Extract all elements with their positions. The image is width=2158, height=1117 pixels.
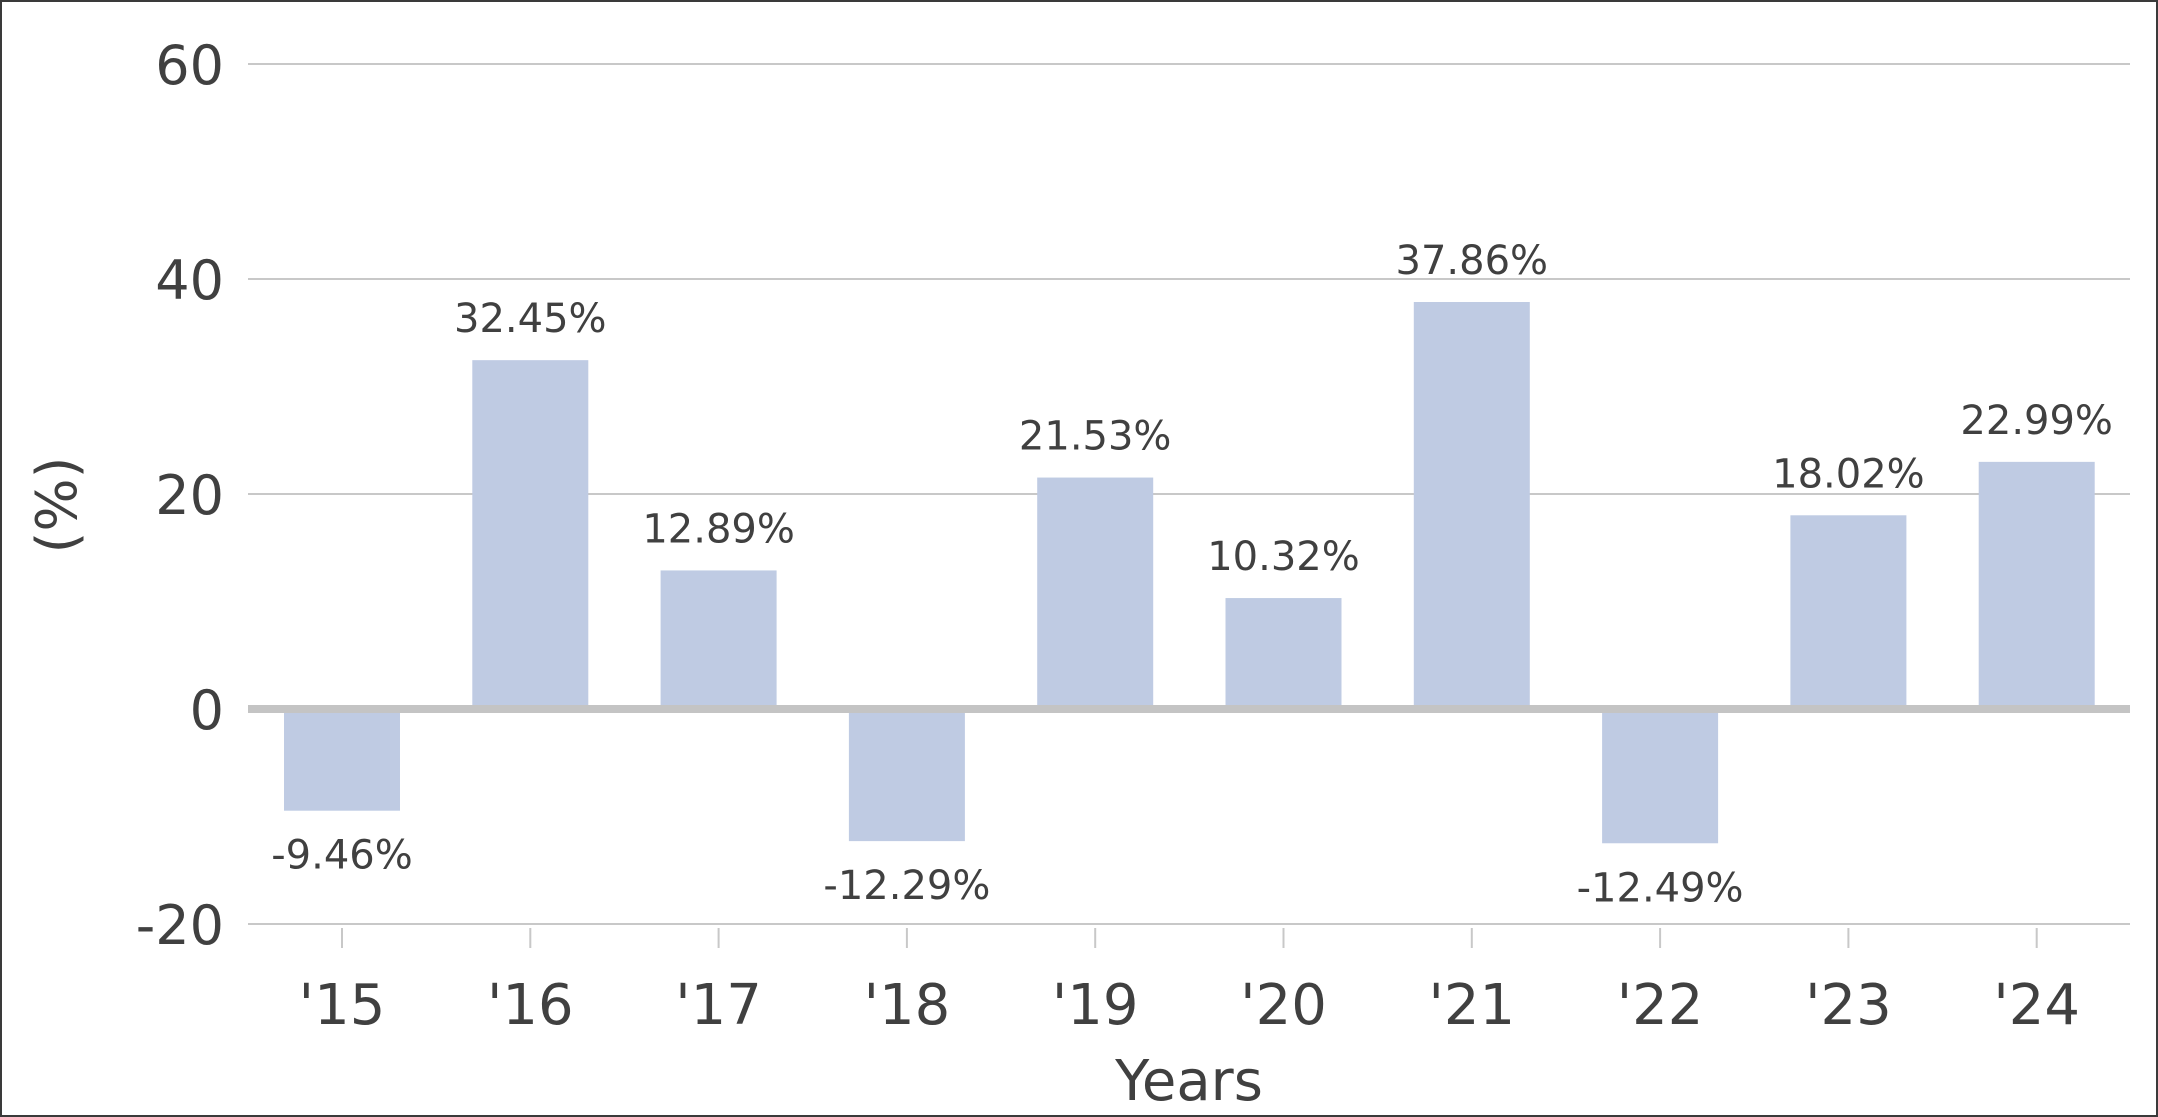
bar — [284, 709, 400, 811]
x-tick-label: '19 — [1052, 973, 1139, 1038]
x-tick-label: '22 — [1617, 973, 1704, 1038]
bar — [660, 570, 777, 709]
data-label: -12.49% — [1577, 865, 1744, 911]
y-tick-label: 60 — [155, 34, 224, 97]
data-label: 21.53% — [1019, 414, 1172, 460]
bar — [472, 360, 589, 709]
data-label: 32.45% — [454, 296, 607, 342]
bar — [1037, 477, 1154, 709]
x-tick-label: '18 — [864, 973, 951, 1038]
y-tick-label: 40 — [155, 249, 224, 312]
x-tick-label: '21 — [1428, 973, 1515, 1038]
x-tick-label: '23 — [1805, 973, 1892, 1038]
y-tick-label: 20 — [155, 464, 224, 527]
data-label: -12.29% — [823, 863, 990, 909]
zero-line-group — [248, 705, 2130, 925]
data-label: 22.99% — [1960, 398, 2113, 444]
bar — [1413, 302, 1530, 709]
data-label: 37.86% — [1396, 238, 1549, 284]
x-tick-label: '15 — [299, 973, 386, 1038]
x-tick-label: '16 — [487, 973, 574, 1038]
y-tick-labels: -20 0 20 40 60 — [136, 34, 224, 957]
data-label: 10.32% — [1207, 534, 1360, 580]
bar — [1978, 461, 2095, 709]
bar — [848, 709, 965, 842]
x-tick-label: '24 — [1993, 973, 2080, 1038]
data-label: -9.46% — [271, 833, 413, 879]
data-labels: -9.46% 32.45% 12.89% -12.29% 21.53% 10.32% 37.… — [271, 238, 2113, 911]
bar — [1602, 709, 1719, 844]
y-axis-title: (%) — [25, 457, 90, 554]
bars — [284, 302, 2095, 844]
x-axis-title: Years — [1114, 1049, 1263, 1114]
y-tick-label: -20 — [136, 894, 224, 957]
x-tick-label: '17 — [675, 973, 762, 1038]
y-tick-label: 0 — [190, 679, 224, 742]
x-tick-label: '20 — [1240, 973, 1327, 1038]
data-label: 12.89% — [642, 506, 795, 552]
bar — [1790, 515, 1907, 709]
data-label: 18.02% — [1772, 451, 1925, 497]
bar — [1225, 598, 1342, 709]
x-ticks: '15 '16 '17 '18 '19 '20 '21 '22 '23 '24 — [299, 928, 2080, 1038]
